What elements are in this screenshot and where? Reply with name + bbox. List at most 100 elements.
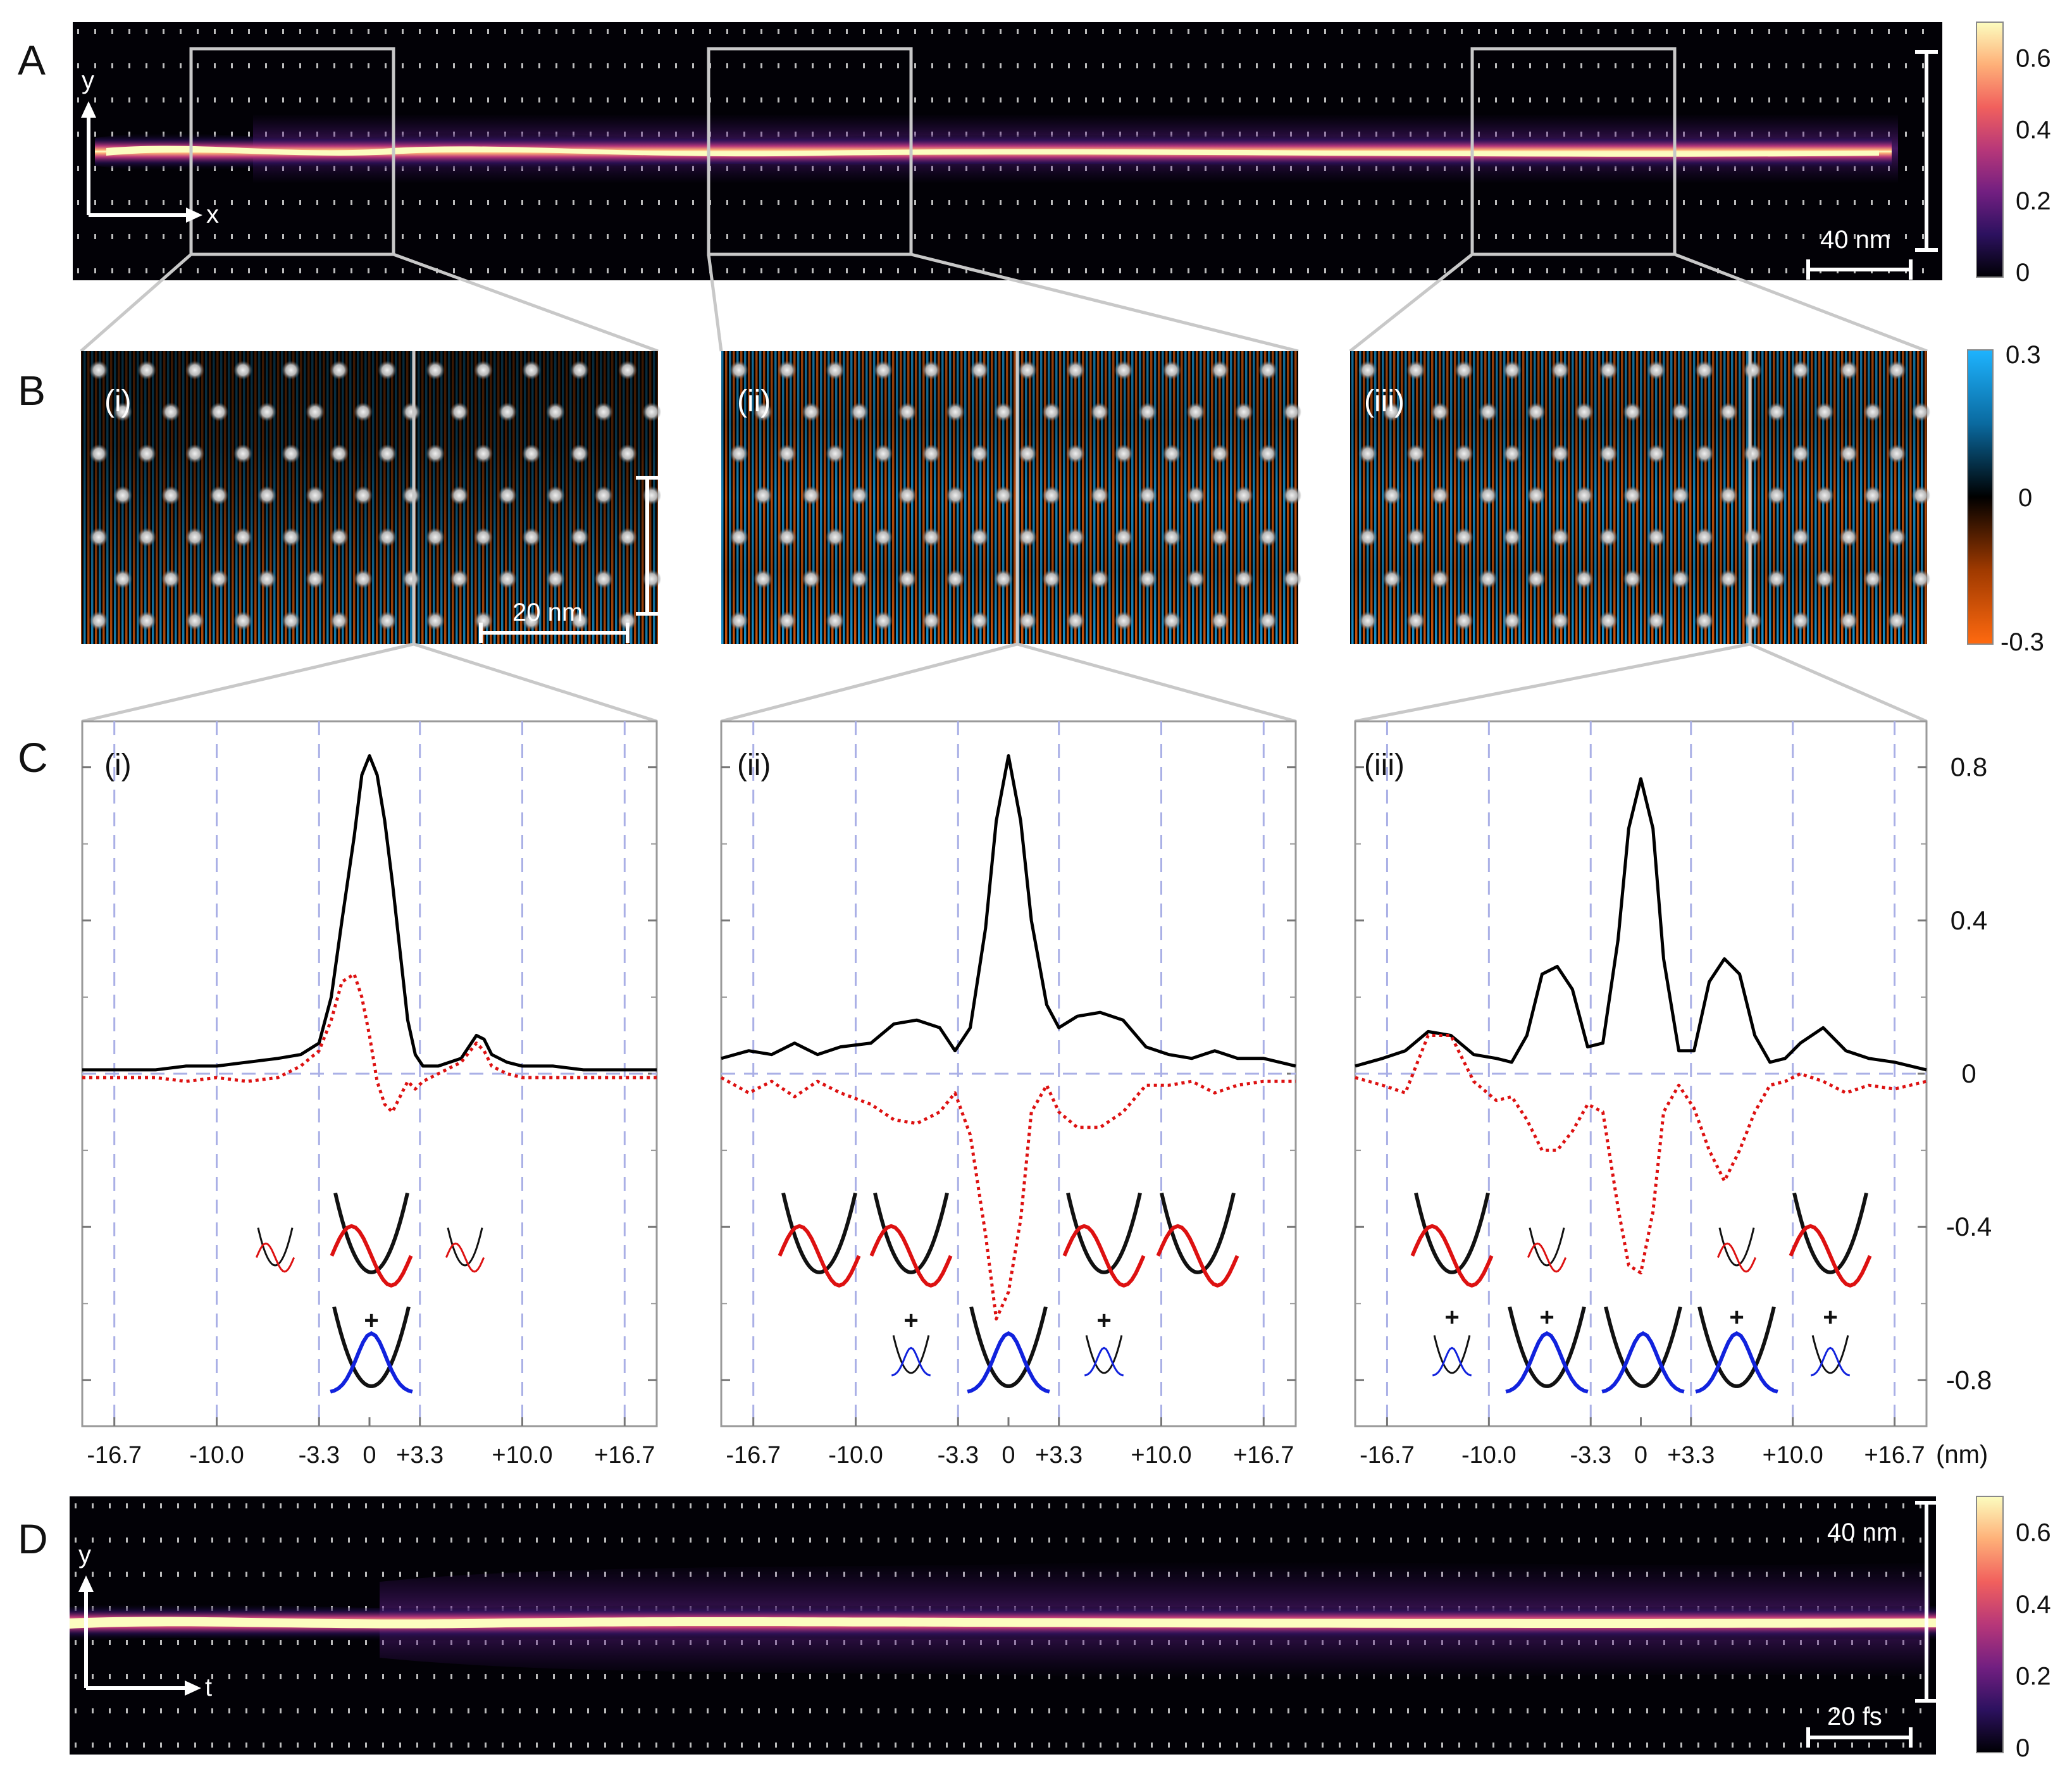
panel-b-iii-label: (iii) [1364,385,1405,418]
atom [1551,444,1570,463]
lattice-dot [1563,29,1565,34]
y-tick-label: 0.4 [1951,905,1987,935]
atom [1258,444,1277,463]
lattice-dot [77,97,79,103]
lattice-dot [487,268,489,273]
lattice-dot [1253,1708,1255,1713]
lattice-dot [1051,268,1053,273]
lattice-dot [1529,268,1531,273]
lattice-dot [1170,29,1172,34]
atom [330,528,349,547]
lattice-dot [1393,268,1394,273]
lattice-dot [843,1538,845,1543]
plus-sign: + [364,1307,378,1334]
atom [802,569,821,588]
x-tick-label: +10.0 [1131,1442,1191,1469]
panel-d-colorbar-ticks: 0.60.40.20 [2016,1519,2051,1762]
lattice-dot [758,1538,760,1543]
lattice-dot [1700,63,1702,68]
lattice-dot [1048,1743,1050,1748]
lattice-dot [316,63,318,68]
lattice-dot [1561,1538,1563,1543]
lattice-dot [1905,234,1907,239]
lattice-dot [1751,268,1753,273]
lattice-dot [1527,1743,1529,1748]
atom [922,444,941,463]
lattice-dot [726,268,728,273]
lattice-dot [1031,1538,1033,1543]
lattice-dot [880,63,882,68]
lattice-dot [282,97,284,103]
lattice-dot [1751,97,1753,103]
lattice-dot [399,1708,401,1713]
lattice-dot [983,268,984,273]
lattice-dot [1580,268,1582,273]
lattice-dot [1766,1503,1768,1508]
lattice-dot [555,63,557,68]
lattice-dot [741,1503,743,1508]
lattice-dot [655,1538,657,1543]
lattice-dot [963,1503,965,1508]
lattice-dot [1697,1674,1699,1679]
atom [778,444,797,463]
lattice-dot [795,97,797,103]
lattice-dot [1153,268,1155,273]
lattice-dot [1136,97,1138,103]
x-tick-label: -16.7 [1360,1442,1415,1469]
y-tick-label: 0.8 [1951,752,1987,782]
lattice-dot [433,1538,435,1543]
lattice-dot [724,1538,726,1543]
atom [1282,402,1301,421]
lattice-dot [690,1743,692,1748]
lattice-dot [365,1503,367,1508]
lattice-dot [433,1743,435,1748]
lattice-dot [795,234,797,239]
lattice-dot [419,200,421,205]
lattice-dot [1102,97,1104,103]
atom [754,486,772,505]
lattice-dot [1563,234,1565,239]
lattice-dot [675,97,677,103]
mode-well [892,1335,930,1374]
lattice-dot [946,1743,948,1748]
lattice-dot [265,200,267,205]
lattice-dot [1629,1743,1631,1748]
lattice-dot [1475,1538,1477,1543]
lattice-dot [1680,1538,1682,1543]
lattice-dot [1580,97,1582,103]
lattice-dot [228,1708,230,1713]
lattice-dot [1085,268,1087,273]
atom [1695,528,1714,547]
panel-b-i-atoms [89,361,661,630]
lattice-dot [880,29,882,34]
lattice-dot [829,29,831,34]
lattice-dot [1273,97,1275,103]
atom [1358,611,1377,630]
atom [618,361,637,380]
lattice-dot [331,1538,333,1543]
lattice-dot [1305,1743,1306,1748]
x-tick-label: +16.7 [594,1442,655,1469]
lattice-dot [1612,1674,1614,1679]
atom [1887,528,1906,547]
lattice-dot [760,234,762,239]
lattice-dot [948,234,950,239]
lattice-dot [502,1674,504,1679]
lattice-dot [111,200,113,205]
colorbar-tick-label: 0.2 [2016,187,2051,215]
atom [498,569,517,588]
lattice-dot [1683,63,1685,68]
lattice-dot [1444,234,1446,239]
lattice-dot [228,1640,230,1645]
plus-sign: + [1823,1303,1837,1331]
lattice-dot [1305,1503,1306,1508]
lattice-dot [299,97,301,103]
plus-sign: + [1729,1303,1744,1331]
lattice-dot [1202,1503,1204,1508]
lattice-dot [724,1708,726,1713]
lattice-dot [177,1503,179,1508]
panel-a-inset-box-i [189,47,395,256]
lattice-dot [641,63,643,68]
lattice-dot [965,234,967,239]
lattice-dot [1649,97,1651,103]
